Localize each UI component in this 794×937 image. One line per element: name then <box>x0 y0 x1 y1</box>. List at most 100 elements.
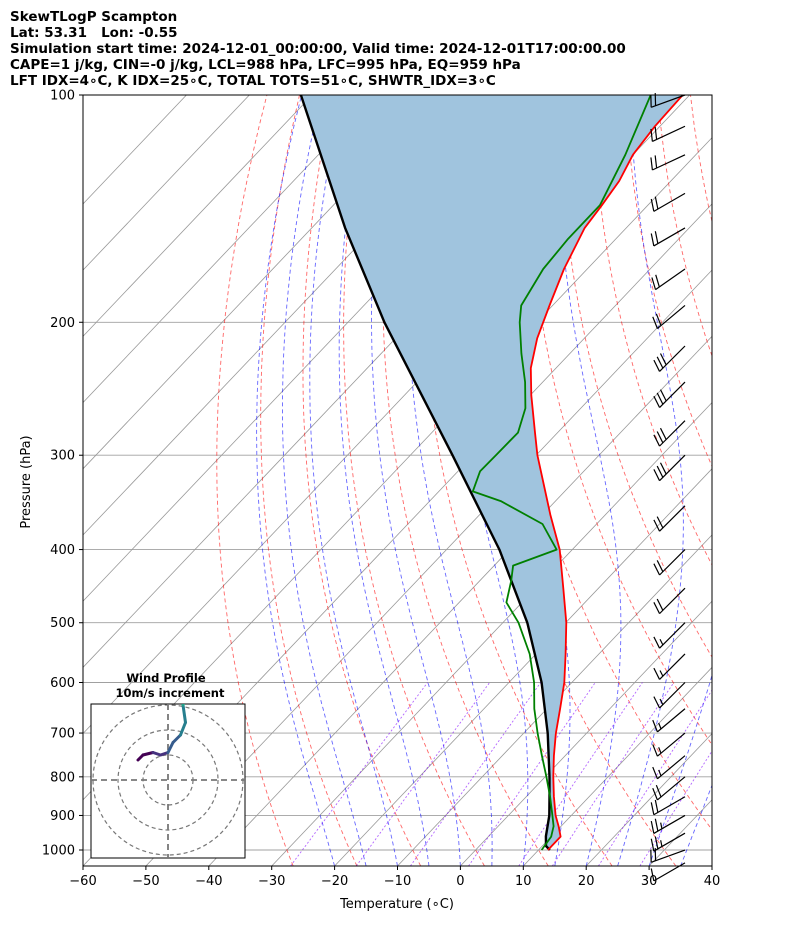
dry-adiabat <box>526 95 712 746</box>
moist-adiabat <box>744 95 794 866</box>
dry-adiabat <box>216 95 294 866</box>
barb-flag <box>653 563 661 576</box>
mixing-ratio-line <box>518 682 643 866</box>
wind-barb <box>650 192 686 212</box>
barb-staff <box>653 832 686 852</box>
barb-staff <box>657 732 686 757</box>
isotherm-20 <box>585 732 712 866</box>
barb-flag <box>652 719 658 733</box>
x-tick-label: 20 <box>578 874 595 889</box>
x-tick-label: −60 <box>69 874 96 889</box>
wind-barb <box>652 304 686 330</box>
barb-flag <box>653 519 661 532</box>
wind-barb <box>650 125 686 143</box>
temperature-line <box>529 95 684 851</box>
barb-staff <box>657 755 686 780</box>
barb-flag <box>653 602 661 614</box>
y-tick-label: 1000 <box>42 844 75 859</box>
x-tick-label: 40 <box>704 874 721 889</box>
chart-title: SkewTLogP Scampton <box>10 9 178 25</box>
barb-staff <box>659 454 686 482</box>
barb-flag <box>650 838 655 852</box>
isotherm-0 <box>460 600 712 866</box>
barb-staff <box>659 682 686 709</box>
hodograph-segment <box>181 704 187 724</box>
barb-staff <box>653 192 686 212</box>
y-tick-label: 900 <box>50 809 75 824</box>
barb-flag <box>654 818 659 832</box>
barb-staff <box>653 796 686 816</box>
chart-header: SkewTLogP Scampton Lat: 53.31 Lon: -0.55… <box>10 9 626 89</box>
barb-flag <box>653 667 661 680</box>
x-tick-label: −30 <box>258 874 285 889</box>
hodograph-segment <box>166 741 175 754</box>
barb-flag <box>652 766 658 780</box>
dry-adiabat <box>756 95 794 866</box>
barb-flag <box>655 274 660 288</box>
cape-area <box>300 95 683 850</box>
barb-flag <box>656 516 664 529</box>
barb-flag <box>654 231 659 244</box>
barb-staff <box>655 268 686 291</box>
y-tick-label: 400 <box>50 543 75 558</box>
wind-barb <box>653 345 686 372</box>
barb-staff <box>659 587 686 615</box>
isotherm--20 <box>334 468 712 866</box>
wind-barb <box>650 796 686 816</box>
y-tick-label: 600 <box>50 676 75 691</box>
dry-adiabat <box>382 95 549 866</box>
barb-flag <box>653 395 661 408</box>
barb-flag <box>654 126 658 140</box>
barb-staff <box>653 227 686 247</box>
y-tick-label: 100 <box>50 89 75 104</box>
hodograph-segment <box>179 721 187 737</box>
barb-flag <box>650 820 655 834</box>
barb-flag <box>656 356 664 369</box>
hodograph-content <box>91 704 245 858</box>
parcel-line <box>299 95 551 851</box>
barb-half-flag <box>658 747 662 754</box>
isotherm-40 <box>711 865 712 866</box>
barb-staff <box>652 154 686 171</box>
y-tick-label: 200 <box>50 316 75 331</box>
background-lines <box>83 95 794 866</box>
mixing-ratio-line <box>468 682 596 866</box>
severe-indices: LFT IDX=4∘C, K IDX=25∘C, TOTAL TOTS=51∘C… <box>10 73 496 89</box>
dry-adiabat <box>723 95 794 866</box>
barb-flag <box>659 462 667 475</box>
moist-adiabat <box>557 95 622 866</box>
x-tick-label: 30 <box>641 874 658 889</box>
barb-flag <box>656 560 664 572</box>
barb-flag <box>652 316 658 329</box>
mixing-ratio-line <box>290 682 428 866</box>
y-tick-label: 300 <box>50 449 75 464</box>
barb-flag <box>656 465 664 478</box>
barb-flag <box>654 155 658 169</box>
barb-half-flag <box>660 822 663 829</box>
isotherm--10 <box>397 534 712 866</box>
barb-flag <box>659 389 667 402</box>
y-tick-label: 800 <box>50 770 75 785</box>
dry-adiabat <box>343 95 485 866</box>
barb-flag <box>652 744 658 757</box>
x-tick-label: 0 <box>456 874 464 889</box>
wind-barb <box>650 814 686 834</box>
moist-adiabat <box>680 784 712 866</box>
moist-adiabat <box>407 95 493 866</box>
barb-flag <box>654 799 659 813</box>
barb-staff <box>657 708 686 733</box>
mixing-ratio-line <box>410 682 541 866</box>
wind-barbs <box>650 93 686 882</box>
barb-flag <box>653 636 661 649</box>
barb-staff <box>650 849 686 863</box>
isotherm--130 <box>83 95 376 404</box>
moist-adiabat <box>338 95 430 866</box>
cape-shading <box>300 95 683 850</box>
stability-indices: CAPE=1 j/kg, CIN=-0 j/kg, LCL=988 hPa, L… <box>10 57 521 73</box>
barb-flag <box>655 784 662 798</box>
barb-half-flag <box>659 638 664 646</box>
moist-adiabat <box>711 864 712 866</box>
isotherm--140 <box>83 95 313 337</box>
